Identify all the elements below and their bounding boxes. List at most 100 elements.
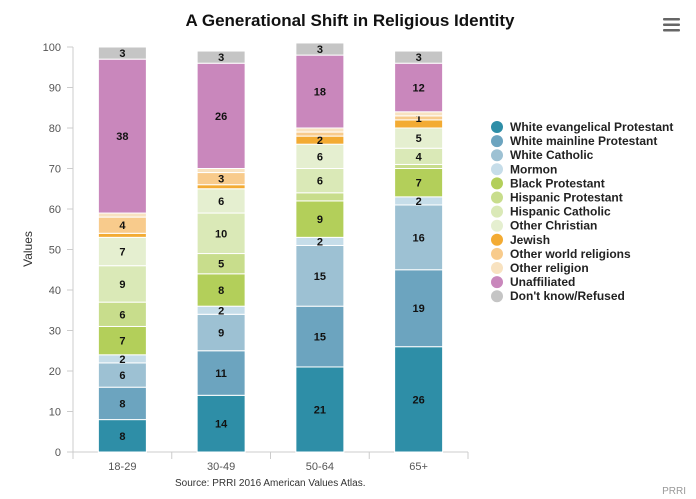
- bar-segment[interactable]: [295, 143, 345, 169]
- legend-label: Black Protestant: [510, 176, 605, 190]
- bar-segment[interactable]: [394, 50, 444, 64]
- bar-segment[interactable]: [295, 305, 345, 368]
- credit-label: PRRI: [662, 486, 686, 497]
- legend-swatch: [491, 191, 503, 204]
- chart-title: A Generational Shift in Religious Identi…: [185, 11, 515, 30]
- data-label: 6: [119, 309, 125, 321]
- legend-swatch: [491, 121, 503, 133]
- bar-segment[interactable]: [196, 168, 246, 174]
- bar-segment[interactable]: [295, 127, 345, 133]
- y-tick-label: 70: [49, 164, 61, 176]
- bar-segment[interactable]: [394, 62, 444, 113]
- data-label: 3: [218, 52, 224, 64]
- data-label: 3: [416, 52, 422, 64]
- legend-item[interactable]: Don't know/Refused: [491, 289, 625, 303]
- legend-item[interactable]: White Catholic: [491, 148, 594, 162]
- y-axis-title: Values: [21, 231, 35, 267]
- data-label: 6: [119, 370, 125, 382]
- data-label: 2: [416, 196, 422, 208]
- bar-segment[interactable]: [196, 273, 246, 307]
- legend-swatch: [491, 205, 503, 218]
- data-label: 10: [215, 228, 227, 240]
- legend-label: Other Christian: [510, 219, 597, 233]
- x-tick-label: 50-64: [306, 461, 334, 473]
- legend-item[interactable]: Other world religions: [491, 247, 631, 261]
- bar-segment[interactable]: [97, 58, 147, 214]
- bar-segment[interactable]: [295, 192, 345, 202]
- data-label: 12: [413, 83, 425, 95]
- data-label: 3: [218, 174, 224, 186]
- bar-segment[interactable]: [196, 62, 246, 170]
- legend-item[interactable]: Unaffiliated: [491, 275, 575, 289]
- data-label: 7: [119, 247, 125, 259]
- data-label: 16: [413, 232, 425, 244]
- data-label: 18: [314, 87, 326, 99]
- bar-segment[interactable]: [295, 168, 345, 194]
- legend-item[interactable]: Hispanic Protestant: [491, 191, 623, 205]
- y-axis: 0 10 20 30 40 50 60 70 80 90 100: [43, 42, 74, 459]
- legend-swatch: [491, 247, 503, 260]
- legend-label: White Catholic: [510, 148, 594, 162]
- bar-segment[interactable]: [97, 232, 147, 238]
- bar-segment[interactable]: [295, 131, 345, 137]
- y-tick-label: 50: [49, 245, 61, 257]
- data-label: 4: [119, 220, 126, 232]
- bar-segment[interactable]: [97, 212, 147, 218]
- data-label: 6: [218, 196, 224, 208]
- legend-label: Hispanic Protestant: [510, 191, 623, 205]
- bar-segment[interactable]: [394, 204, 444, 271]
- bar-segment[interactable]: [97, 46, 147, 60]
- x-tick-label: 30-49: [207, 461, 235, 473]
- legend-item[interactable]: Other Christian: [491, 219, 597, 233]
- legend-swatch: [491, 135, 503, 148]
- legend-label: Other religion: [510, 261, 589, 275]
- data-label: 6: [317, 151, 323, 163]
- bar-segment[interactable]: [295, 200, 345, 238]
- bar-segment[interactable]: [196, 50, 246, 64]
- x-axis: 18-29 30-49 50-64 65+: [72, 451, 469, 473]
- data-label: 2: [218, 305, 224, 317]
- bars: 8862769743831411928510632632115152966218…: [97, 42, 444, 453]
- x-tick-label: 65+: [409, 461, 428, 473]
- y-tick-label: 20: [49, 366, 61, 378]
- y-tick-label: 90: [49, 83, 61, 95]
- legend-item[interactable]: Jewish: [491, 233, 550, 247]
- bar-segment[interactable]: [295, 54, 345, 129]
- source-note: Source: PRRI 2016 American Values Atlas.: [175, 478, 365, 489]
- y-tick-label: 40: [49, 285, 61, 297]
- bar-segment[interactable]: [295, 244, 345, 307]
- legend-item[interactable]: White evangelical Protestant: [491, 120, 673, 134]
- legend-item[interactable]: Other religion: [491, 261, 589, 275]
- bar-segment[interactable]: [295, 366, 345, 453]
- data-label: 8: [119, 398, 125, 410]
- legend-label: White mainline Protestant: [510, 134, 657, 148]
- bar-segment[interactable]: [196, 212, 246, 255]
- bar-segment[interactable]: [394, 163, 444, 169]
- legend-swatch: [491, 219, 503, 232]
- bar-segment[interactable]: [394, 111, 444, 117]
- y-tick-label: 60: [49, 204, 61, 216]
- bar-segment[interactable]: [196, 313, 246, 352]
- y-tick-label: 80: [49, 123, 61, 135]
- data-label: 9: [218, 328, 224, 340]
- data-label: 15: [314, 332, 326, 344]
- data-label: 5: [218, 259, 224, 271]
- legend-item[interactable]: Mormon: [491, 162, 557, 176]
- data-label: 8: [218, 285, 224, 297]
- data-label: 9: [317, 214, 323, 226]
- legend-label: Other world religions: [510, 247, 631, 261]
- bar-segment[interactable]: [295, 42, 345, 56]
- legend-item[interactable]: Hispanic Catholic: [491, 205, 611, 219]
- hamburger-menu-icon[interactable]: [663, 18, 680, 32]
- data-label: 26: [413, 394, 425, 406]
- data-label: 26: [215, 111, 227, 123]
- bar-segment[interactable]: [196, 350, 246, 396]
- legend-label: White evangelical Protestant: [510, 120, 673, 134]
- y-tick-label: 100: [43, 42, 61, 54]
- legend-item[interactable]: White mainline Protestant: [491, 134, 657, 148]
- data-label: 5: [416, 133, 422, 145]
- legend-item[interactable]: Black Protestant: [491, 176, 605, 190]
- legend-label: Unaffiliated: [510, 275, 575, 289]
- data-label: 8: [119, 431, 125, 443]
